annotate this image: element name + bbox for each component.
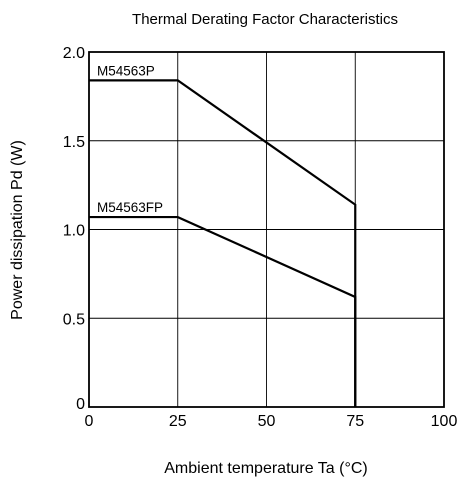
x-tick-label: 75 <box>346 413 364 430</box>
plot-frame <box>88 51 445 408</box>
x-axis-label: Ambient temperature Ta (°C) <box>164 460 368 477</box>
series-label: M54563P <box>97 63 155 78</box>
y-tick-label: 1.0 <box>63 223 85 240</box>
y-axis-label: Power dissipation Pd (W) <box>9 140 26 320</box>
y-tick-label: 0.5 <box>63 311 85 328</box>
series-line-2 <box>89 215 357 407</box>
x-tick-label: 25 <box>169 413 187 430</box>
x-tick-label: 50 <box>258 413 276 430</box>
chart-title: Thermal Derating Factor Characteristics <box>132 11 398 28</box>
y-tick-label: 1.5 <box>63 134 85 151</box>
series-line-1 <box>89 79 357 407</box>
grid-lines <box>89 52 444 407</box>
x-tick-label: 0 <box>85 413 94 430</box>
y-tick-labels: 0 0.5 1.0 1.5 2.0 <box>63 45 85 413</box>
series-label: M54563FP <box>97 200 163 215</box>
series-group: M54563P M54563FP <box>89 63 357 407</box>
y-tick-label: 0 <box>76 396 85 413</box>
x-tick-label: 100 <box>431 413 458 430</box>
x-tick-labels: 0 25 50 75 100 <box>85 413 458 430</box>
y-tick-label: 2.0 <box>63 45 85 62</box>
